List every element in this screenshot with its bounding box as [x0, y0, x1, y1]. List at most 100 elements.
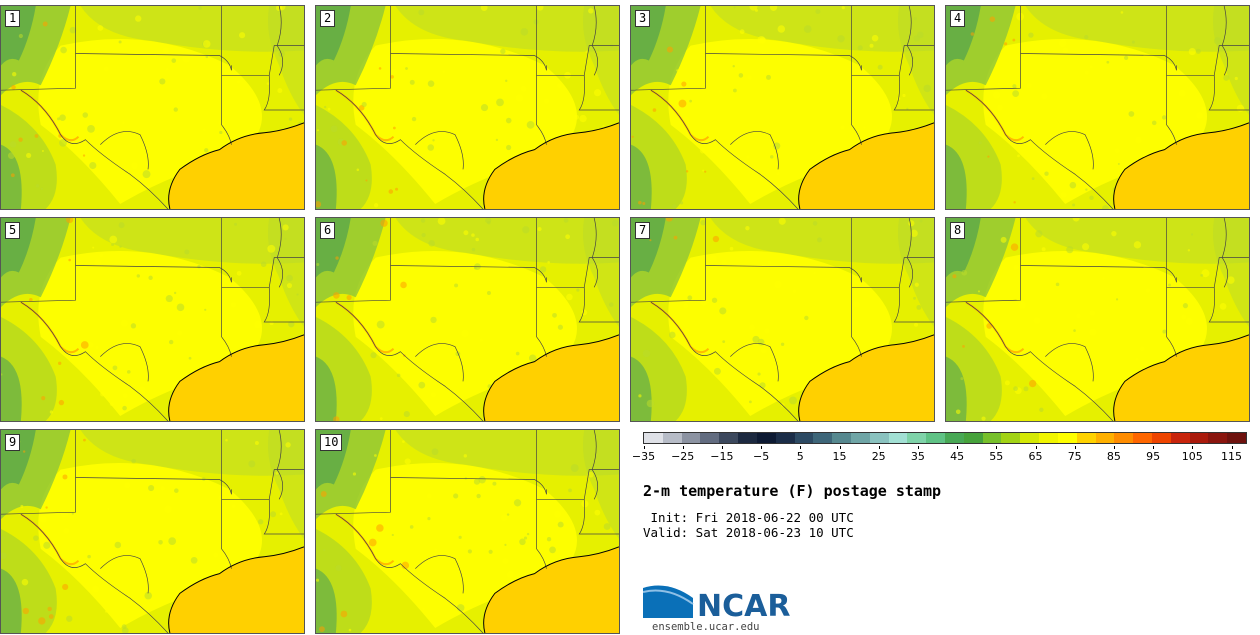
colorbar-swatch — [888, 433, 908, 443]
colorbar-tick-mark — [1035, 446, 1037, 449]
ensemble-member-panel-9[interactable]: 9 — [0, 429, 305, 634]
colorbar-swatch — [850, 433, 870, 443]
colorbar-swatch — [813, 433, 833, 443]
ensemble-member-panel-3[interactable]: 3 — [630, 5, 935, 210]
colorbar-tick-label: −5 — [752, 450, 770, 463]
panel-number-label: 3 — [635, 10, 651, 27]
colorbar-tick-mark — [1074, 446, 1076, 449]
colorbar-tick-label: 45 — [950, 450, 965, 463]
panel-number-label: 6 — [320, 222, 336, 239]
panel-number-label: 10 — [320, 434, 343, 451]
colorbar-swatch — [1208, 433, 1228, 443]
colorbar-tick-mark — [917, 446, 919, 449]
panel-number-label: 9 — [5, 434, 21, 451]
colorbar-swatch — [794, 433, 814, 443]
colorbar-tick-label: 115 — [1221, 450, 1242, 463]
temperature-colorbar — [643, 432, 1247, 444]
colorbar-tick-label: 15 — [832, 450, 847, 463]
colorbar-tick-label: 95 — [1146, 450, 1161, 463]
colorbar-tick-mark — [800, 446, 802, 449]
colorbar-swatch — [1020, 433, 1040, 443]
temperature-map — [316, 218, 619, 421]
colorbar-swatch — [1189, 433, 1209, 443]
colorbar-swatch — [1151, 433, 1171, 443]
colorbar-swatch — [1227, 433, 1246, 443]
ensemble-member-panel-6[interactable]: 6 — [315, 217, 620, 422]
colorbar-tick-label: 55 — [989, 450, 1004, 463]
colorbar-tick-label: 85 — [1106, 450, 1121, 463]
panel-number-label: 5 — [5, 222, 21, 239]
colorbar-swatch — [1057, 433, 1077, 443]
colorbar-swatch — [1001, 433, 1021, 443]
colorbar-tick-mark — [1113, 446, 1115, 449]
colorbar-tick-mark — [1231, 446, 1233, 449]
colorbar-tick-label: −15 — [710, 450, 734, 463]
colorbar-tick-mark — [996, 446, 998, 449]
colorbar-swatch — [756, 433, 776, 443]
colorbar-swatch — [644, 433, 663, 443]
colorbar-tick-mark — [761, 446, 763, 449]
temperature-map — [631, 6, 934, 209]
colorbar-tick-label: 65 — [1028, 450, 1043, 463]
panel-number-label: 2 — [320, 10, 336, 27]
panel-number-label: 8 — [950, 222, 966, 239]
colorbar-swatch — [738, 433, 757, 443]
colorbar-swatch — [1114, 433, 1134, 443]
ncar-logo-mark — [643, 585, 693, 618]
temperature-map — [1, 430, 304, 633]
colorbar-tick-label: −35 — [631, 450, 656, 463]
colorbar-tick-label: 35 — [910, 450, 925, 463]
colorbar-tick-label: 105 — [1181, 450, 1203, 463]
colorbar-swatch — [681, 433, 701, 443]
colorbar-tick-mark — [878, 446, 880, 449]
colorbar-swatch — [832, 433, 851, 443]
ensemble-member-panel-4[interactable]: 4 — [945, 5, 1250, 210]
valid-time: Valid: Sat 2018-06-23 10 UTC — [643, 525, 854, 540]
temperature-map — [316, 6, 619, 209]
ensemble-member-panel-2[interactable]: 2 — [315, 5, 620, 210]
colorbar-tick-mark — [957, 446, 959, 449]
ncar-logo-text: NCAR — [697, 589, 790, 622]
chart-title: 2-m temperature (F) postage stamp — [643, 482, 942, 500]
colorbar-tick-label: 25 — [871, 450, 886, 463]
ensemble-member-panel-5[interactable]: 5 — [0, 217, 305, 422]
colorbar-swatch — [1039, 433, 1058, 443]
colorbar-tick-mark — [643, 446, 645, 449]
ncar-logo-graphic: NCAR — [642, 581, 790, 624]
temperature-map — [1, 218, 304, 421]
colorbar-swatch — [907, 433, 927, 443]
colorbar-tick-mark — [682, 446, 684, 449]
init-time: Init: Fri 2018-06-22 00 UTC — [643, 510, 854, 525]
colorbar-swatch — [926, 433, 945, 443]
colorbar-swatch — [662, 433, 682, 443]
ensemble-member-panel-7[interactable]: 7 — [630, 217, 935, 422]
temperature-map — [946, 6, 1249, 209]
temperature-map — [316, 430, 619, 633]
colorbar-tick-mark — [1153, 446, 1155, 449]
website-link[interactable]: ensemble.ucar.edu — [652, 621, 760, 633]
colorbar-swatch — [719, 433, 739, 443]
colorbar-swatch — [945, 433, 964, 443]
panel-number-label: 7 — [635, 222, 651, 239]
colorbar-swatch — [1133, 433, 1152, 443]
temperature-map — [631, 218, 934, 421]
temperature-map — [946, 218, 1249, 421]
ensemble-member-panel-10[interactable]: 10 — [315, 429, 620, 634]
colorbar-swatch — [1170, 433, 1190, 443]
colorbar-tick-label: 75 — [1067, 450, 1082, 463]
colorbar-swatch — [869, 433, 889, 443]
colorbar-swatch — [700, 433, 720, 443]
colorbar-swatch — [775, 433, 795, 443]
colorbar-tick-mark — [721, 446, 723, 449]
ensemble-member-panel-1[interactable]: 1 — [0, 5, 305, 210]
colorbar-swatch — [963, 433, 983, 443]
colorbar-swatch — [1076, 433, 1096, 443]
temperature-map — [1, 6, 304, 209]
panel-number-label: 4 — [950, 10, 966, 27]
colorbar-swatch — [1095, 433, 1115, 443]
ncar-logo[interactable]: NCAR — [642, 578, 793, 624]
colorbar-tick-mark — [1192, 446, 1194, 449]
ensemble-member-panel-8[interactable]: 8 — [945, 217, 1250, 422]
panel-number-label: 1 — [5, 10, 21, 27]
colorbar-swatch — [982, 433, 1002, 443]
